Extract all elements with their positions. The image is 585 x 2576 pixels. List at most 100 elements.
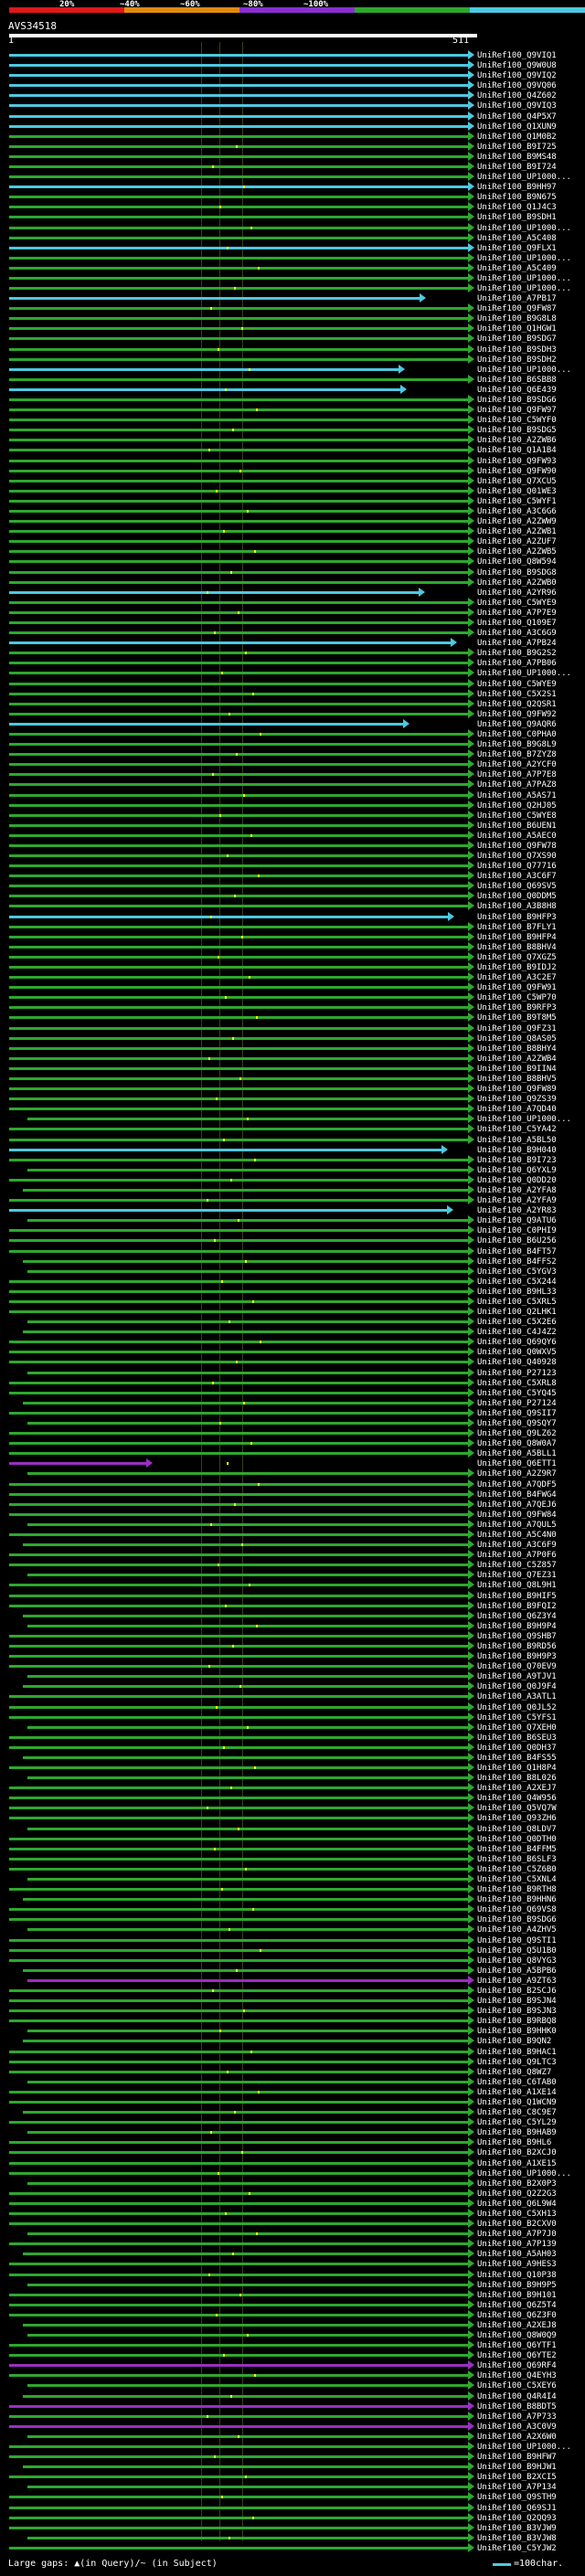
hit-label[interactable]: UniRef100_B9HFP4 [477, 932, 557, 942]
hit-alignment-bar[interactable] [9, 1918, 468, 1922]
hit-label[interactable]: UniRef100_B3VJW9 [477, 2523, 557, 2533]
hit-label[interactable]: UniRef100_C5WYE9 [477, 679, 557, 689]
hit-alignment-bar[interactable] [23, 2253, 468, 2256]
hit-label[interactable]: UniRef100_A7QD40 [477, 1105, 557, 1115]
hit-label[interactable]: UniRef100_Q1WCN9 [477, 2097, 557, 2107]
hit-label[interactable]: UniRef100_A1XE15 [477, 2158, 557, 2168]
hit-alignment-bar[interactable] [9, 2070, 468, 2073]
hit-alignment-bar[interactable] [9, 489, 468, 493]
hit-alignment-bar[interactable] [9, 2364, 468, 2368]
hit-label[interactable]: UniRef100_B9HAC1 [477, 2047, 557, 2057]
hit-label[interactable]: UniRef100_Q1A1B4 [477, 446, 557, 456]
hit-label[interactable]: UniRef100_B9H9P4 [477, 1621, 557, 1631]
hit-label[interactable]: UniRef100_B9SDG6 [477, 1915, 557, 1925]
hit-label[interactable]: UniRef100_B9HFP3 [477, 912, 557, 922]
hit-alignment-bar[interactable] [9, 1341, 468, 1344]
hit-alignment-bar[interactable] [9, 499, 468, 503]
hit-alignment-bar[interactable] [9, 1634, 468, 1638]
hit-label[interactable]: UniRef100_B8BDT5 [477, 2401, 557, 2412]
hit-alignment-bar[interactable] [27, 2080, 468, 2083]
hit-alignment-bar[interactable] [9, 2445, 468, 2449]
hit-alignment-bar[interactable] [9, 620, 468, 624]
hit-label[interactable]: UniRef100_Q9ZS39 [477, 1095, 557, 1105]
hit-alignment-bar[interactable] [9, 2211, 468, 2215]
hit-alignment-bar[interactable] [9, 875, 468, 878]
hit-label[interactable]: UniRef100_A2XEJ8 [477, 2320, 557, 2330]
hit-label[interactable]: UniRef100_Q0DH37 [477, 1743, 557, 1753]
hit-alignment-bar[interactable] [9, 560, 468, 564]
hit-label[interactable]: UniRef100_Q0DTH0 [477, 1834, 557, 1844]
hit-alignment-bar[interactable] [9, 672, 468, 675]
hit-label[interactable]: UniRef100_Q9SQY7 [477, 1419, 557, 1429]
hit-alignment-bar[interactable] [9, 1584, 468, 1587]
hit-alignment-bar[interactable] [27, 1624, 468, 1627]
hit-label[interactable]: UniRef100_C5WYF0 [477, 416, 557, 426]
hit-label[interactable]: UniRef100_B9I725 [477, 142, 557, 152]
hit-label[interactable]: UniRef100_A7PAZ8 [477, 780, 557, 790]
hit-label[interactable]: UniRef100_Q2HJ05 [477, 800, 557, 811]
hit-alignment-bar[interactable] [23, 1401, 468, 1405]
hit-alignment-bar[interactable] [9, 1442, 468, 1446]
hit-alignment-bar[interactable] [9, 843, 468, 847]
hit-label[interactable]: UniRef100_B4FFS2 [477, 1256, 557, 1267]
hit-label[interactable]: UniRef100_C5WYE8 [477, 811, 557, 821]
hit-alignment-bar[interactable] [9, 2191, 468, 2195]
hit-label[interactable]: UniRef100_A1XE14 [477, 2087, 557, 2097]
hit-alignment-bar[interactable] [9, 864, 468, 868]
hit-alignment-bar[interactable] [23, 1188, 468, 1192]
hit-label[interactable]: UniRef100_UP1000... [477, 669, 571, 679]
hit-label[interactable]: UniRef100_UP1000... [477, 273, 571, 283]
hit-alignment-bar[interactable] [9, 144, 468, 148]
hit-alignment-bar[interactable] [9, 692, 468, 695]
hit-label[interactable]: UniRef100_Q5VQ7W [477, 1804, 557, 1814]
hit-alignment-bar[interactable] [27, 2181, 468, 2185]
hit-alignment-bar[interactable] [9, 1411, 468, 1415]
hit-alignment-bar[interactable] [9, 1209, 447, 1213]
hit-alignment-bar[interactable] [9, 2171, 468, 2175]
hit-alignment-bar[interactable] [9, 54, 468, 57]
hit-label[interactable]: UniRef100_B8BHY4 [477, 1044, 557, 1054]
hit-alignment-bar[interactable] [9, 186, 468, 189]
hit-alignment-bar[interactable] [27, 1219, 468, 1223]
hit-label[interactable]: UniRef100_Q69SJ1 [477, 2503, 557, 2513]
hit-alignment-bar[interactable] [9, 2151, 468, 2155]
hit-label[interactable]: UniRef100_Q9VIQ2 [477, 71, 557, 81]
hit-alignment-bar[interactable] [9, 2303, 468, 2306]
hit-alignment-bar[interactable] [9, 206, 468, 209]
hit-alignment-bar[interactable] [9, 1938, 468, 1942]
hit-alignment-bar[interactable] [23, 1543, 468, 1547]
hit-alignment-bar[interactable] [9, 134, 468, 138]
hit-label[interactable]: UniRef100_Q8LDV7 [477, 1824, 557, 1834]
hit-alignment-bar[interactable] [9, 64, 468, 68]
hit-label[interactable]: UniRef100_P27124 [477, 1398, 557, 1408]
hit-alignment-bar[interactable] [9, 2455, 468, 2459]
hit-label[interactable]: UniRef100_B9H040 [477, 1145, 557, 1155]
hit-label[interactable]: UniRef100_Q8W0Q9 [477, 2331, 557, 2341]
hit-alignment-bar[interactable] [9, 1958, 468, 1962]
hit-alignment-bar[interactable] [27, 2536, 468, 2539]
hit-alignment-bar[interactable] [9, 1847, 468, 1850]
hit-label[interactable]: UniRef100_Q1HGW1 [477, 324, 557, 334]
hit-label[interactable]: UniRef100_Q7XGZ5 [477, 952, 557, 962]
hit-label[interactable]: UniRef100_Q7XEH0 [477, 1723, 557, 1733]
hit-alignment-bar[interactable] [9, 479, 468, 482]
hit-label[interactable]: UniRef100_Q9SHB7 [477, 1631, 557, 1641]
hit-label[interactable]: UniRef100_Q9FW91 [477, 983, 557, 993]
hit-label[interactable]: UniRef100_Q69QY6 [477, 1338, 557, 1348]
hit-label[interactable]: UniRef100_A7QDF5 [477, 1479, 557, 1489]
hit-alignment-bar[interactable] [9, 1797, 468, 1800]
hit-label[interactable]: UniRef100_Q4R4I4 [477, 2391, 557, 2401]
hit-alignment-bar[interactable] [9, 246, 468, 249]
hit-label[interactable]: UniRef100_Q40928 [477, 1358, 557, 1368]
hit-alignment-bar[interactable] [9, 2141, 468, 2145]
hit-label[interactable]: UniRef100_B9SJN4 [477, 1997, 557, 2007]
hit-label[interactable]: UniRef100_B9HAB9 [477, 2128, 557, 2138]
hit-label[interactable]: UniRef100_C5YA42 [477, 1125, 557, 1135]
hit-alignment-bar[interactable] [9, 1432, 468, 1436]
hit-label[interactable]: UniRef100_B6U256 [477, 1236, 557, 1246]
hit-label[interactable]: UniRef100_Q9FW92 [477, 709, 557, 719]
hit-alignment-bar[interactable] [9, 216, 468, 219]
hit-label[interactable]: UniRef100_A5BLL1 [477, 1449, 557, 1459]
hit-label[interactable]: UniRef100_A7PB06 [477, 659, 557, 669]
hit-alignment-bar[interactable] [9, 2496, 468, 2499]
